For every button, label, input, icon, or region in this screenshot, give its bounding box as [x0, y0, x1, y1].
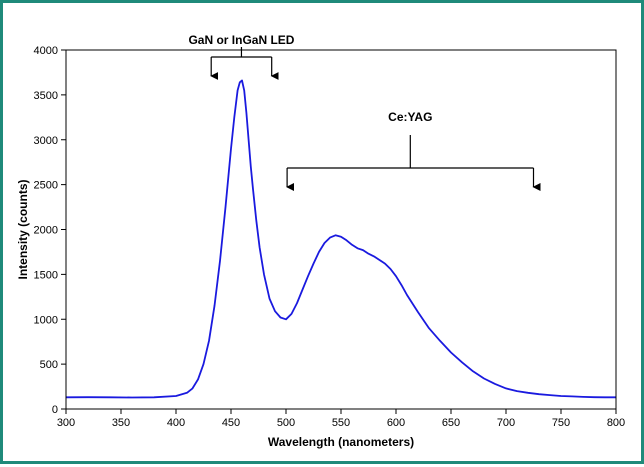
x-tick-label: 450 — [222, 417, 240, 429]
x-tick-label: 750 — [552, 417, 570, 429]
y-tick-label: 1500 — [34, 269, 58, 281]
y-tick-label: 500 — [40, 359, 58, 371]
y-tick-label: 2500 — [34, 180, 58, 192]
y-tick-label: 2000 — [34, 225, 58, 237]
x-tick-label: 500 — [277, 417, 295, 429]
annotation-label: GaN or InGaN LED — [188, 33, 294, 47]
axes: 300 350 400 450 500 550 600 650 700 750 800 0 500 100… — [34, 45, 626, 429]
y-tick-label: 3000 — [34, 135, 58, 147]
x-axis-title: Wavelength (nanometers) — [268, 435, 414, 449]
y-tick-label: 4000 — [34, 45, 58, 57]
line-chart: 300 350 400 450 500 550 600 650 700 750 800 0 500 100… — [16, 33, 626, 449]
x-tick-label: 600 — [387, 417, 405, 429]
x-tick-label: 800 — [607, 417, 625, 429]
y-tick-label: 1000 — [34, 314, 58, 326]
plot-area — [65, 79, 616, 399]
y-axis-title: Intensity (counts) — [16, 179, 30, 279]
x-tick-label: 300 — [57, 417, 75, 429]
plot-border — [65, 49, 617, 410]
annotations: GaN or InGaN LED Ce:YAG — [188, 33, 541, 191]
y-tick-label: 3500 — [34, 90, 58, 102]
x-tick-label: 350 — [112, 417, 130, 429]
x-tick-label: 550 — [332, 417, 350, 429]
annotation-label: Ce:YAG — [388, 110, 432, 124]
x-tick-label: 400 — [167, 417, 185, 429]
x-tick-label: 650 — [442, 417, 460, 429]
y-tick-label: 0 — [52, 404, 58, 416]
x-tick-label: 700 — [497, 417, 515, 429]
series-line-0 — [65, 79, 616, 399]
